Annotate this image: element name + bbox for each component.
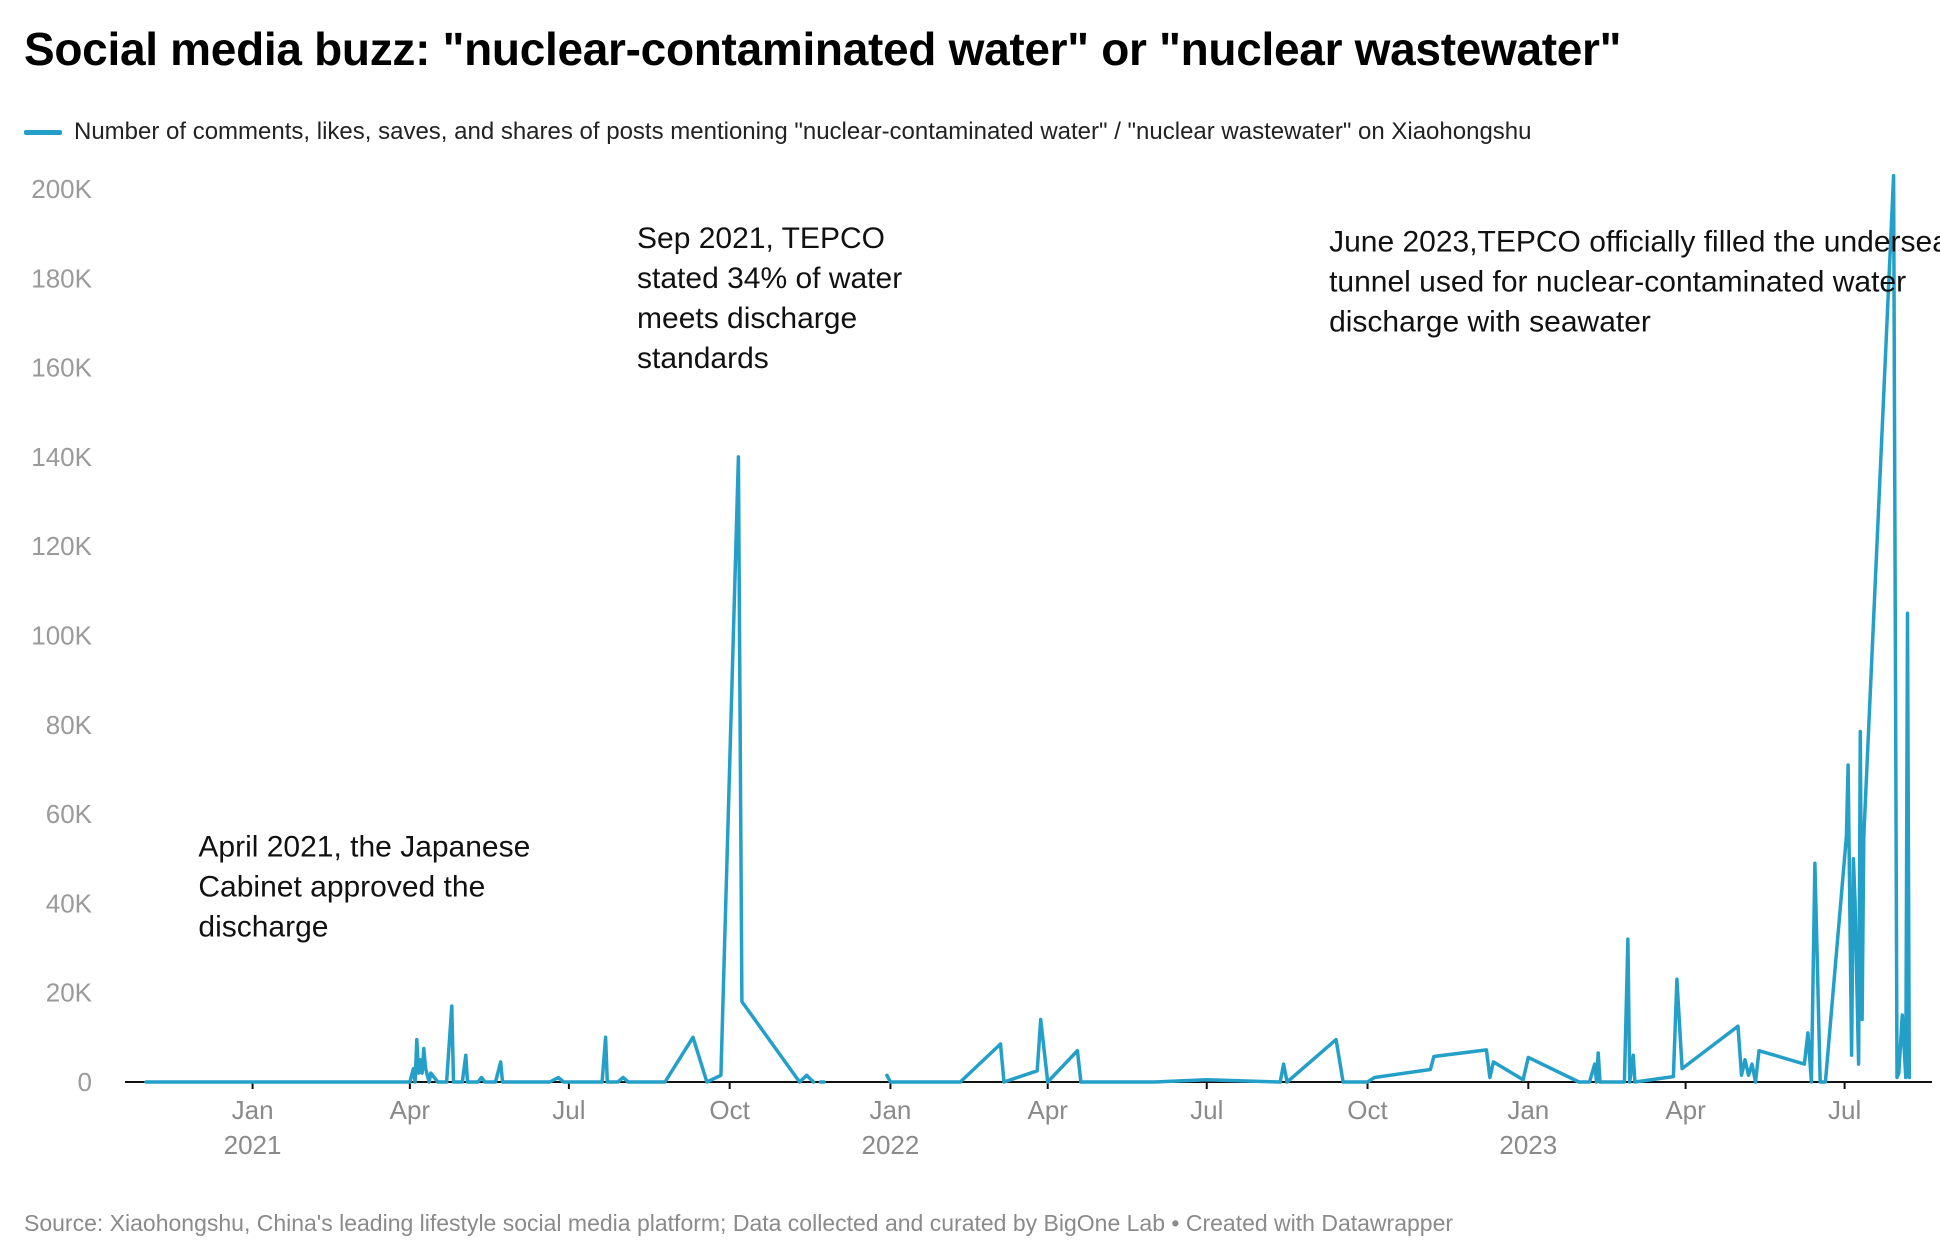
y-tick-label: 60K [46, 799, 93, 829]
annotation-text: Sep 2021, TEPCO stated 34% of water meets … [637, 222, 902, 375]
annotation-line: stated 34% of water [637, 262, 902, 295]
x-tick-label: Jan [869, 1095, 911, 1125]
y-tick-label: 200K [31, 174, 92, 204]
y-tick-label: 20K [46, 978, 93, 1008]
x-tick-year-label: 2022 [862, 1130, 920, 1160]
x-axis-ticks: Jan 2021 Apr Jul Oct Jan 2022 Apr Jul Oct Jan 2023 A… [224, 1082, 1861, 1160]
x-tick-label: Oct [709, 1095, 750, 1125]
source-footer: Source: Xiaohongshu, China's leading lif… [24, 1210, 1454, 1236]
x-tick-label: Apr [390, 1095, 431, 1125]
annotation-line: discharge with seawater [1329, 306, 1651, 339]
annotation-line: discharge [198, 911, 328, 944]
y-axis-ticks: 0 20K 40K 60K 80K 100K 120K 140K 160K 180K 200K [31, 174, 92, 1097]
x-tick-label: Jan [1507, 1095, 1549, 1125]
y-tick-label: 160K [31, 353, 92, 383]
annotation-text: June 2023,TEPCO officially filled the un… [1329, 226, 1940, 339]
chart-title: Social media buzz: "nuclear-contaminated… [24, 23, 1622, 75]
chart-annotations: Sep 2021, TEPCO stated 34% of water meets … [198, 222, 1940, 944]
annotation-line: Cabinet approved the [198, 871, 485, 904]
x-tick-label: Oct [1347, 1095, 1388, 1125]
annotation-line: June 2023,TEPCO officially filled the un… [1329, 226, 1940, 259]
y-tick-label: 140K [31, 442, 92, 472]
x-tick-label: Jul [552, 1095, 585, 1125]
y-tick-label: 100K [31, 621, 92, 651]
series-line-segment [885, 173, 1912, 1084]
y-tick-label: 40K [46, 888, 93, 918]
annotation-line: Sep 2021, TEPCO [637, 222, 885, 255]
y-tick-label: 120K [31, 531, 92, 561]
annotation-line: April 2021, the Japanese [198, 831, 530, 864]
y-tick-label: 80K [46, 710, 93, 740]
line-chart: 0 20K 40K 60K 80K 100K 120K 140K 160K 180K 200K Ja… [31, 173, 1940, 1160]
y-tick-label: 0 [78, 1067, 92, 1097]
y-tick-label: 180K [31, 263, 92, 293]
x-tick-label: Jul [1190, 1095, 1223, 1125]
annotation-line: standards [637, 342, 769, 375]
x-tick-label: Apr [1027, 1095, 1068, 1125]
series-line-segment [144, 455, 816, 1084]
series-lines [144, 173, 1912, 1084]
legend-label: Number of comments, likes, saves, and sh… [74, 118, 1532, 145]
legend: Number of comments, likes, saves, and sh… [24, 118, 1531, 146]
x-tick-label: Jul [1828, 1095, 1861, 1125]
x-tick-label: Jan [232, 1095, 274, 1125]
annotation-line: tunnel used for nuclear-contaminated wat… [1329, 266, 1906, 299]
x-tick-year-label: 2021 [224, 1130, 282, 1160]
legend-swatch [24, 129, 62, 135]
x-tick-label: Apr [1665, 1095, 1706, 1125]
x-tick-year-label: 2023 [1499, 1130, 1557, 1160]
annotation-text: April 2021, the Japanese Cabinet approved… [198, 831, 530, 944]
annotation-line: meets discharge [637, 302, 857, 335]
